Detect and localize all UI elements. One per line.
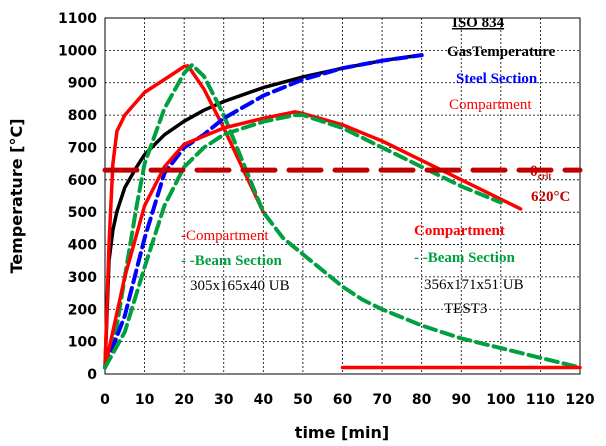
x-tick-90: 90 bbox=[452, 392, 472, 408]
x-tick-70: 70 bbox=[372, 392, 392, 408]
series-line-steel bbox=[103, 53, 424, 370]
series-line-iso bbox=[103, 53, 424, 370]
legend-gas-temperature: GasTemperature bbox=[447, 44, 556, 60]
x-tick-100: 100 bbox=[486, 392, 515, 408]
series-layer bbox=[102, 53, 583, 370]
theta-crit-label: θcrit bbox=[530, 164, 551, 181]
left-compartment-label: -Compartment bbox=[181, 228, 269, 244]
y-tick-300: 300 bbox=[68, 270, 97, 286]
y-tick-700: 700 bbox=[68, 140, 97, 156]
y-tick-900: 900 bbox=[68, 76, 97, 92]
right-test-label: TEST3 bbox=[444, 301, 487, 317]
x-axis-title: time [min] bbox=[295, 423, 389, 442]
y-tick-1100: 1100 bbox=[58, 11, 97, 27]
x-tick-labels: 0 10 20 30 40 50 60 70 80 90 100 110 120 bbox=[100, 392, 595, 408]
y-tick-1000: 1000 bbox=[58, 43, 97, 59]
y-tick-100: 100 bbox=[68, 335, 97, 351]
left-beam-label: - -Beam Section bbox=[181, 253, 282, 269]
right-compartment-label: Compartment bbox=[414, 223, 505, 239]
legend-steel-section: Steel Section bbox=[456, 71, 538, 87]
right-beam-label: - -Beam Section bbox=[414, 250, 515, 266]
y-tick-800: 800 bbox=[68, 108, 97, 124]
crit-temp-value: 620°C bbox=[531, 189, 570, 205]
y-axis-title: Temperature [°C] bbox=[7, 118, 26, 273]
series-line-beam_a bbox=[103, 62, 582, 370]
legend-compartment: Compartment bbox=[449, 97, 532, 113]
left-section-size: 305x165x40 UB bbox=[190, 278, 290, 294]
x-tick-120: 120 bbox=[565, 392, 594, 408]
plot-frame bbox=[104, 17, 581, 375]
y-tick-200: 200 bbox=[68, 302, 97, 318]
x-tick-20: 20 bbox=[174, 392, 194, 408]
y-tick-500: 500 bbox=[68, 205, 97, 221]
x-tick-30: 30 bbox=[214, 392, 234, 408]
y-tick-labels: 0 100 200 300 400 500 600 700 800 900 1000 1100 bbox=[58, 11, 97, 383]
right-section-size: 356x171x51 UB bbox=[424, 277, 524, 293]
x-tick-80: 80 bbox=[412, 392, 432, 408]
x-tick-10: 10 bbox=[135, 392, 155, 408]
series-line-beam_b bbox=[103, 113, 503, 370]
series-line-gas_b bbox=[103, 110, 523, 370]
y-tick-400: 400 bbox=[68, 238, 97, 254]
grid bbox=[105, 18, 580, 374]
y-tick-0: 0 bbox=[87, 367, 97, 383]
x-tick-60: 60 bbox=[333, 392, 353, 408]
x-tick-50: 50 bbox=[293, 392, 313, 408]
legend-iso: ISO 834 bbox=[452, 15, 505, 31]
x-tick-0: 0 bbox=[100, 392, 110, 408]
x-tick-110: 110 bbox=[526, 392, 555, 408]
y-tick-600: 600 bbox=[68, 173, 97, 189]
x-tick-40: 40 bbox=[254, 392, 274, 408]
